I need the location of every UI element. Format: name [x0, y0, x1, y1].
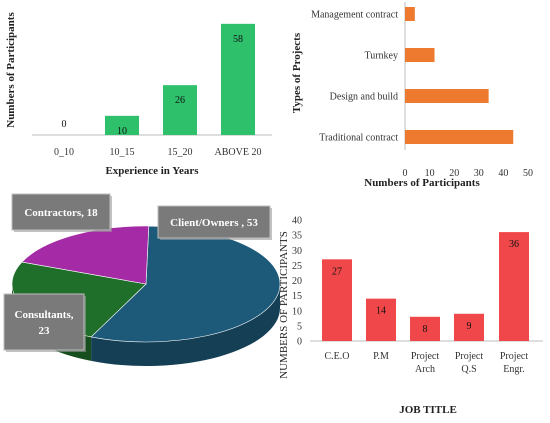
job-title-x-tick-label: Q.S: [461, 364, 476, 375]
pie-callout-box: [3, 293, 85, 351]
job-title-bar-data-label: 36: [509, 239, 519, 250]
project-type-bar: [405, 7, 415, 21]
job-title-chart: NUMBERS OF PARTICIPANTS JOB TITLE 0 5 10 15…: [278, 216, 543, 416]
experience-bar-data-label: 0: [62, 119, 67, 130]
project-types-chart-x-axis-label: Numbers of Participants: [364, 177, 480, 189]
job-title-y-tick-label: 25: [292, 261, 302, 272]
experience-bar-data-label: 58: [233, 34, 243, 45]
job-title-chart-y-axis-label: NUMBERS OF PARTICIPANTS: [278, 231, 290, 379]
experience-x-tick-label: 15_20: [168, 147, 193, 158]
job-title-chart-x-axis-label: JOB TITLE: [399, 404, 457, 416]
experience-chart: Numbers of Participants Experience in Ye…: [5, 12, 272, 177]
job-title-y-tick-label: 15: [292, 291, 302, 302]
project-type-bar: [405, 48, 435, 62]
project-types-x-tick-label: 30: [474, 168, 484, 179]
job-title-x-tick-label: P.M: [373, 351, 389, 362]
experience-x-tick-label: 10_15: [110, 147, 135, 158]
job-title-x-tick-label: Project: [455, 351, 484, 362]
pie-callout-box: [11, 193, 111, 231]
job-title-bar: [366, 298, 396, 341]
project-type-category-label: Management contract: [311, 10, 398, 21]
job-title-y-tick-label: 0: [297, 337, 302, 348]
pie-slice-side-client-owners: [91, 284, 280, 366]
job-title-bar: [322, 259, 352, 341]
pie-callout-box: [157, 205, 271, 239]
job-title-bar: [410, 316, 440, 341]
experience-bar-data-label: 10: [117, 126, 127, 137]
project-types-x-tick-label: 10: [425, 168, 435, 179]
pie-slice-label: Consultants,: [15, 309, 74, 321]
experience-chart-x-axis-label: Experience in Years: [105, 165, 199, 177]
experience-x-tick-label: ABOVE 20: [215, 147, 262, 158]
project-types-chart: Types of Projects Numbers of Participant…: [291, 2, 533, 189]
job-title-x-tick-label: Arch: [415, 364, 435, 375]
pie-slice-label: 23: [39, 325, 51, 337]
job-title-bar: [454, 313, 484, 341]
pie-slice-label: Contractors, 18: [24, 207, 98, 219]
experience-bar-data-label: 26: [175, 95, 185, 106]
project-types-x-tick-label: 50: [523, 168, 533, 179]
project-type-category-label: Turnkey: [364, 51, 398, 62]
experience-bar: [221, 23, 255, 135]
job-title-bar-data-label: 14: [376, 306, 386, 317]
job-title-y-tick-label: 30: [292, 246, 302, 257]
project-types-x-tick-label: 40: [498, 168, 508, 179]
project-types-chart-y-axis-label: Types of Projects: [291, 32, 303, 113]
project-type-bar: [405, 89, 489, 103]
job-title-bar-data-label: 27: [332, 266, 342, 277]
participant-category-pie: Client/Owners , 53 Consultants, 23 Contract…: [3, 193, 281, 366]
job-title-x-tick-label: Engr.: [503, 364, 524, 375]
experience-bar: [105, 115, 139, 135]
job-title-y-tick-label: 35: [292, 231, 302, 242]
job-title-bar-data-label: 8: [423, 324, 428, 335]
experience-bar: [163, 85, 197, 135]
job-title-bar-data-label: 9: [467, 321, 472, 332]
pie-slice-contractors: [21, 225, 150, 285]
job-title-y-tick-label: 5: [297, 321, 302, 332]
project-type-category-label: Design and build: [330, 92, 398, 103]
job-title-y-tick-label: 40: [292, 216, 302, 227]
experience-x-tick-label: 0_10: [54, 147, 74, 158]
job-title-y-tick-label: 20: [292, 276, 302, 287]
job-title-y-tick-label: 10: [292, 306, 302, 317]
job-title-x-tick-label: C.E.O: [325, 351, 350, 362]
project-type-category-label: Traditional contract: [319, 133, 398, 144]
experience-chart-y-axis-label: Numbers of Participants: [5, 12, 17, 128]
job-title-x-tick-label: Project: [500, 351, 529, 362]
job-title-bar: [499, 232, 529, 341]
project-types-x-tick-label: 20: [449, 168, 459, 179]
project-types-x-tick-label: 0: [403, 168, 408, 179]
job-title-x-tick-label: Project: [411, 351, 440, 362]
project-type-bar: [405, 130, 514, 144]
pie-slice-label: Client/Owners , 53: [170, 217, 258, 229]
